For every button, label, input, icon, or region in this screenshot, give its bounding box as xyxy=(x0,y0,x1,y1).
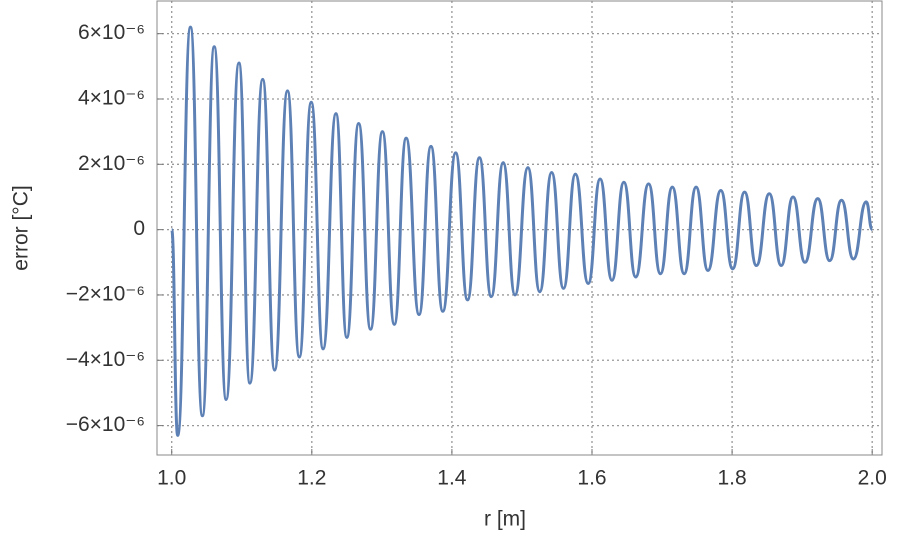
x-tick-label: 1.0 xyxy=(157,467,186,490)
line-series xyxy=(170,25,874,437)
y-tick-label: −4×10⁻⁶ xyxy=(66,348,145,371)
y-tick-label: −2×10⁻⁶ xyxy=(66,283,145,306)
x-tick-label: 1.2 xyxy=(297,467,326,490)
y-axis-label: error [°C] xyxy=(10,185,33,270)
plot-frame xyxy=(156,0,883,456)
y-tick-label: 2×10⁻⁶ xyxy=(78,152,145,175)
x-tick-label: 2.0 xyxy=(858,467,887,490)
x-axis-label: r [m] xyxy=(484,508,526,531)
y-tick-label: −6×10⁻⁶ xyxy=(66,413,145,436)
x-tick-label: 1.6 xyxy=(577,467,606,490)
y-tick-label: 0 xyxy=(133,217,145,240)
y-tick-label: 4×10⁻⁶ xyxy=(78,87,145,110)
x-tick-label: 1.4 xyxy=(437,467,467,490)
x-tick-label: 1.8 xyxy=(717,467,746,490)
y-tick-label: 6×10⁻⁶ xyxy=(78,21,145,44)
